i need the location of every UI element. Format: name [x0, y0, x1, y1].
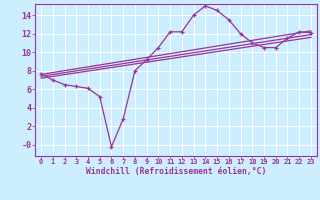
X-axis label: Windchill (Refroidissement éolien,°C): Windchill (Refroidissement éolien,°C) [86, 167, 266, 176]
